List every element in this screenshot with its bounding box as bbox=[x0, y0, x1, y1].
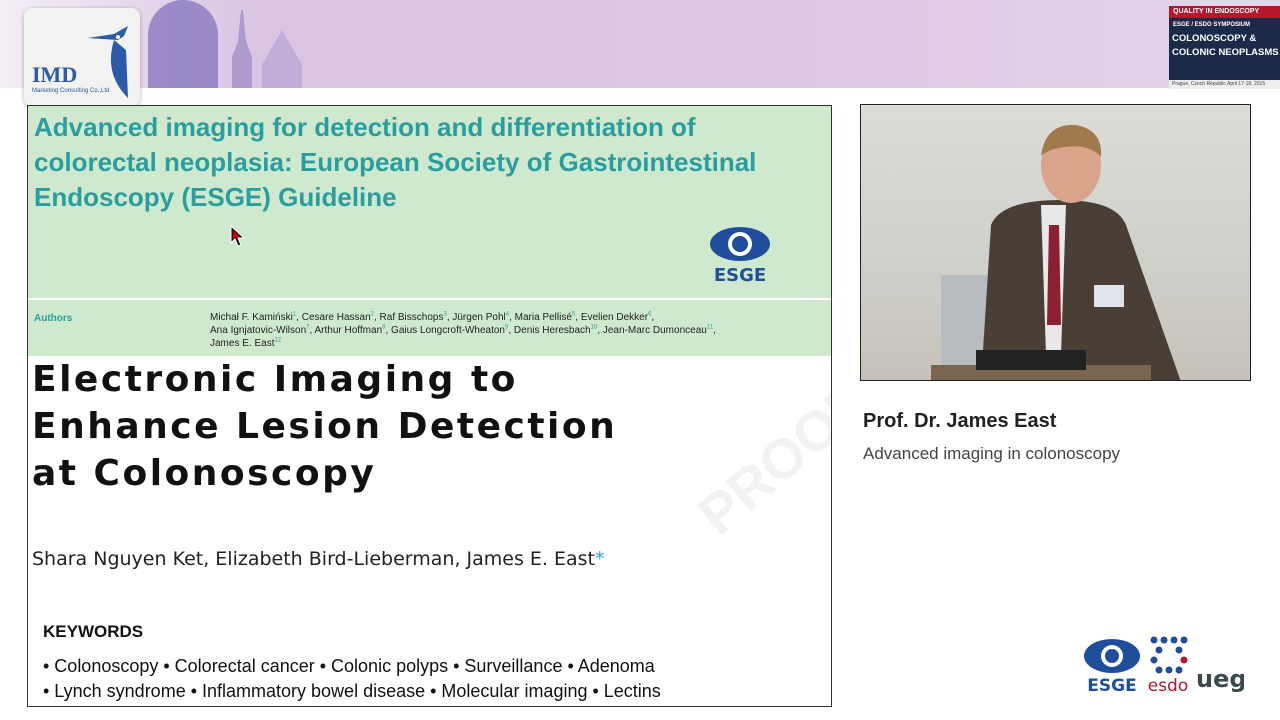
author-name: Gaius Longcroft-Wheaton9 bbox=[391, 324, 509, 336]
talk-topic: Advanced imaging in colonoscopy bbox=[863, 444, 1121, 463]
imd-logo-text: IMD bbox=[32, 62, 78, 87]
esdo-footer-text: esdo bbox=[1148, 676, 1189, 694]
prague-spire-decoration bbox=[232, 10, 252, 88]
byline-authors: Shara Nguyen Ket, Elizabeth Bird-Lieberm… bbox=[32, 548, 595, 570]
esdo-footer-logo: esdo bbox=[1148, 636, 1189, 694]
symposium-logo: QUALITY IN ENDOSCOPY ESGE / ESDO SYMPOSI… bbox=[1169, 6, 1280, 89]
esge-logo: ESGE bbox=[710, 227, 770, 284]
guideline-title: Advanced imaging for detection and diffe… bbox=[34, 112, 757, 212]
authors-label: Authors bbox=[34, 313, 73, 324]
presentation-slide: Advanced imaging for detection and diffe… bbox=[27, 105, 832, 707]
author-name: Cesare Hassan2 bbox=[301, 311, 374, 323]
mouse-cursor-icon bbox=[230, 225, 246, 247]
author-name: Arthur Hoffman8 bbox=[314, 324, 386, 336]
divider bbox=[28, 298, 831, 300]
symposium-tag: QUALITY IN ENDOSCOPY bbox=[1169, 6, 1280, 18]
keywords-line: • Lynch syndrome • Inflammatory bowel di… bbox=[43, 681, 661, 701]
header-banner bbox=[0, 0, 1280, 88]
keywords-line: • Colonoscopy • Colorectal cancer • Colo… bbox=[43, 656, 655, 676]
author-name: Evelien Dekker6 bbox=[580, 311, 652, 323]
kingfisher-icon bbox=[88, 26, 128, 98]
esge-logo-text: ESGE bbox=[714, 265, 766, 284]
prague-dome-decoration bbox=[148, 0, 218, 88]
speaker-name: Prof. Dr. James East bbox=[863, 410, 1057, 432]
article-title-line: Electronic Imaging to bbox=[32, 359, 518, 400]
keywords-label: KEYWORDS bbox=[43, 622, 144, 641]
imd-logo: IMD Marketing Consulting Co.,Ltd bbox=[24, 8, 140, 106]
society-logos: ESGE esdo ueg bbox=[1084, 636, 1244, 694]
symposium-title-line: COLONOSCOPY & bbox=[1172, 33, 1257, 44]
article-title-line: at Colonoscopy bbox=[32, 453, 377, 494]
byline-mark: * bbox=[595, 548, 605, 570]
symposium-place: Prague, Czech Republic April 17-18, 2015 bbox=[1169, 80, 1280, 89]
speaker-video[interactable] bbox=[860, 104, 1251, 381]
esge-footer-logo: ESGE bbox=[1084, 639, 1140, 694]
author-name: Maria Pellisé5 bbox=[514, 311, 576, 323]
authors-list: Michał F. Kamiński1, Cesare Hassan2, Raf… bbox=[210, 311, 716, 349]
imd-logo-subtitle: Marketing Consulting Co.,Ltd bbox=[32, 88, 110, 94]
author-name: Denis Heresbach10 bbox=[513, 324, 598, 336]
prague-spire-decoration bbox=[262, 30, 302, 88]
speaker-figure bbox=[931, 124, 1181, 380]
guideline-header: Advanced imaging for detection and diffe… bbox=[28, 106, 831, 356]
article-title: Electronic Imaging to Enhance Lesion Det… bbox=[32, 356, 617, 497]
watermark: PROOF bbox=[686, 370, 832, 547]
article-byline: Shara Nguyen Ket, Elizabeth Bird-Lieberm… bbox=[32, 548, 605, 570]
author-name: Jürgen Pohl4 bbox=[452, 311, 510, 323]
ueg-footer-logo: ueg bbox=[1196, 665, 1244, 693]
symposium-title-line: COLONIC NEOPLASMS bbox=[1172, 47, 1279, 58]
symposium-event: ESGE / ESDO SYMPOSIUM bbox=[1173, 22, 1251, 28]
author-name: Ana Ignjatovic-Wilson7 bbox=[210, 324, 310, 336]
article-title-line: Enhance Lesion Detection bbox=[32, 406, 618, 447]
author-name: Jean-Marc Dumonceau11 bbox=[602, 324, 714, 336]
author-name: James E. East12 bbox=[210, 337, 282, 349]
author-name: Michał F. Kamiński1 bbox=[210, 311, 297, 323]
esge-footer-text: ESGE bbox=[1087, 676, 1136, 694]
author-name: Raf Bisschops3 bbox=[379, 311, 447, 323]
symposium-title: COLONOSCOPY & COLONIC NEOPLASMS bbox=[1169, 29, 1280, 60]
